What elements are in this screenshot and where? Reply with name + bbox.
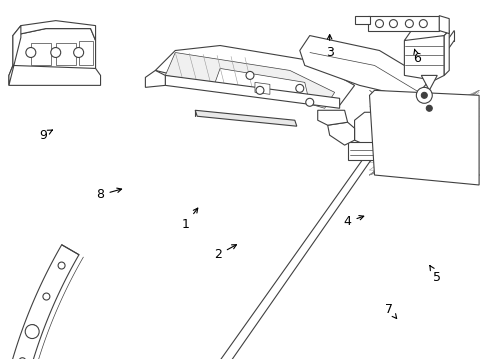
Circle shape [25,325,39,338]
Polygon shape [9,66,100,85]
Polygon shape [369,90,479,185]
Polygon shape [300,36,429,98]
Circle shape [421,92,427,98]
Text: 5: 5 [430,266,441,284]
Polygon shape [368,15,439,31]
Polygon shape [444,31,449,75]
Polygon shape [165,53,335,108]
Circle shape [26,48,36,58]
Circle shape [426,105,432,111]
Circle shape [416,87,432,103]
Polygon shape [56,42,75,66]
Polygon shape [421,75,437,90]
Text: 7: 7 [386,303,397,319]
Text: 6: 6 [414,49,421,65]
Polygon shape [215,68,308,95]
Text: 9: 9 [39,129,52,142]
Polygon shape [355,15,369,24]
Circle shape [405,20,414,28]
Circle shape [306,98,314,106]
Polygon shape [404,36,444,80]
Polygon shape [155,45,355,105]
Polygon shape [165,75,340,108]
Circle shape [74,48,84,58]
Circle shape [58,262,65,269]
Polygon shape [347,142,399,160]
Polygon shape [439,15,449,33]
Polygon shape [318,110,347,125]
Polygon shape [195,110,297,126]
Circle shape [390,20,397,28]
Text: 8: 8 [97,188,122,202]
Text: 1: 1 [181,208,198,231]
Polygon shape [31,42,51,66]
Circle shape [246,71,254,80]
Circle shape [30,325,37,332]
Polygon shape [404,31,449,41]
Text: 3: 3 [326,35,334,59]
Circle shape [19,358,26,360]
Polygon shape [13,28,96,75]
Polygon shape [328,122,355,145]
Circle shape [375,20,384,28]
Polygon shape [9,26,21,85]
Circle shape [43,293,50,300]
Polygon shape [0,245,79,360]
Circle shape [419,20,427,28]
Circle shape [256,86,264,94]
Circle shape [51,48,61,58]
Circle shape [296,84,304,92]
Text: 4: 4 [343,215,364,228]
Polygon shape [355,112,394,150]
Polygon shape [310,53,419,98]
Polygon shape [255,82,270,94]
Polygon shape [13,21,96,41]
Text: 2: 2 [214,245,237,261]
Polygon shape [78,41,93,66]
Polygon shape [146,71,165,87]
